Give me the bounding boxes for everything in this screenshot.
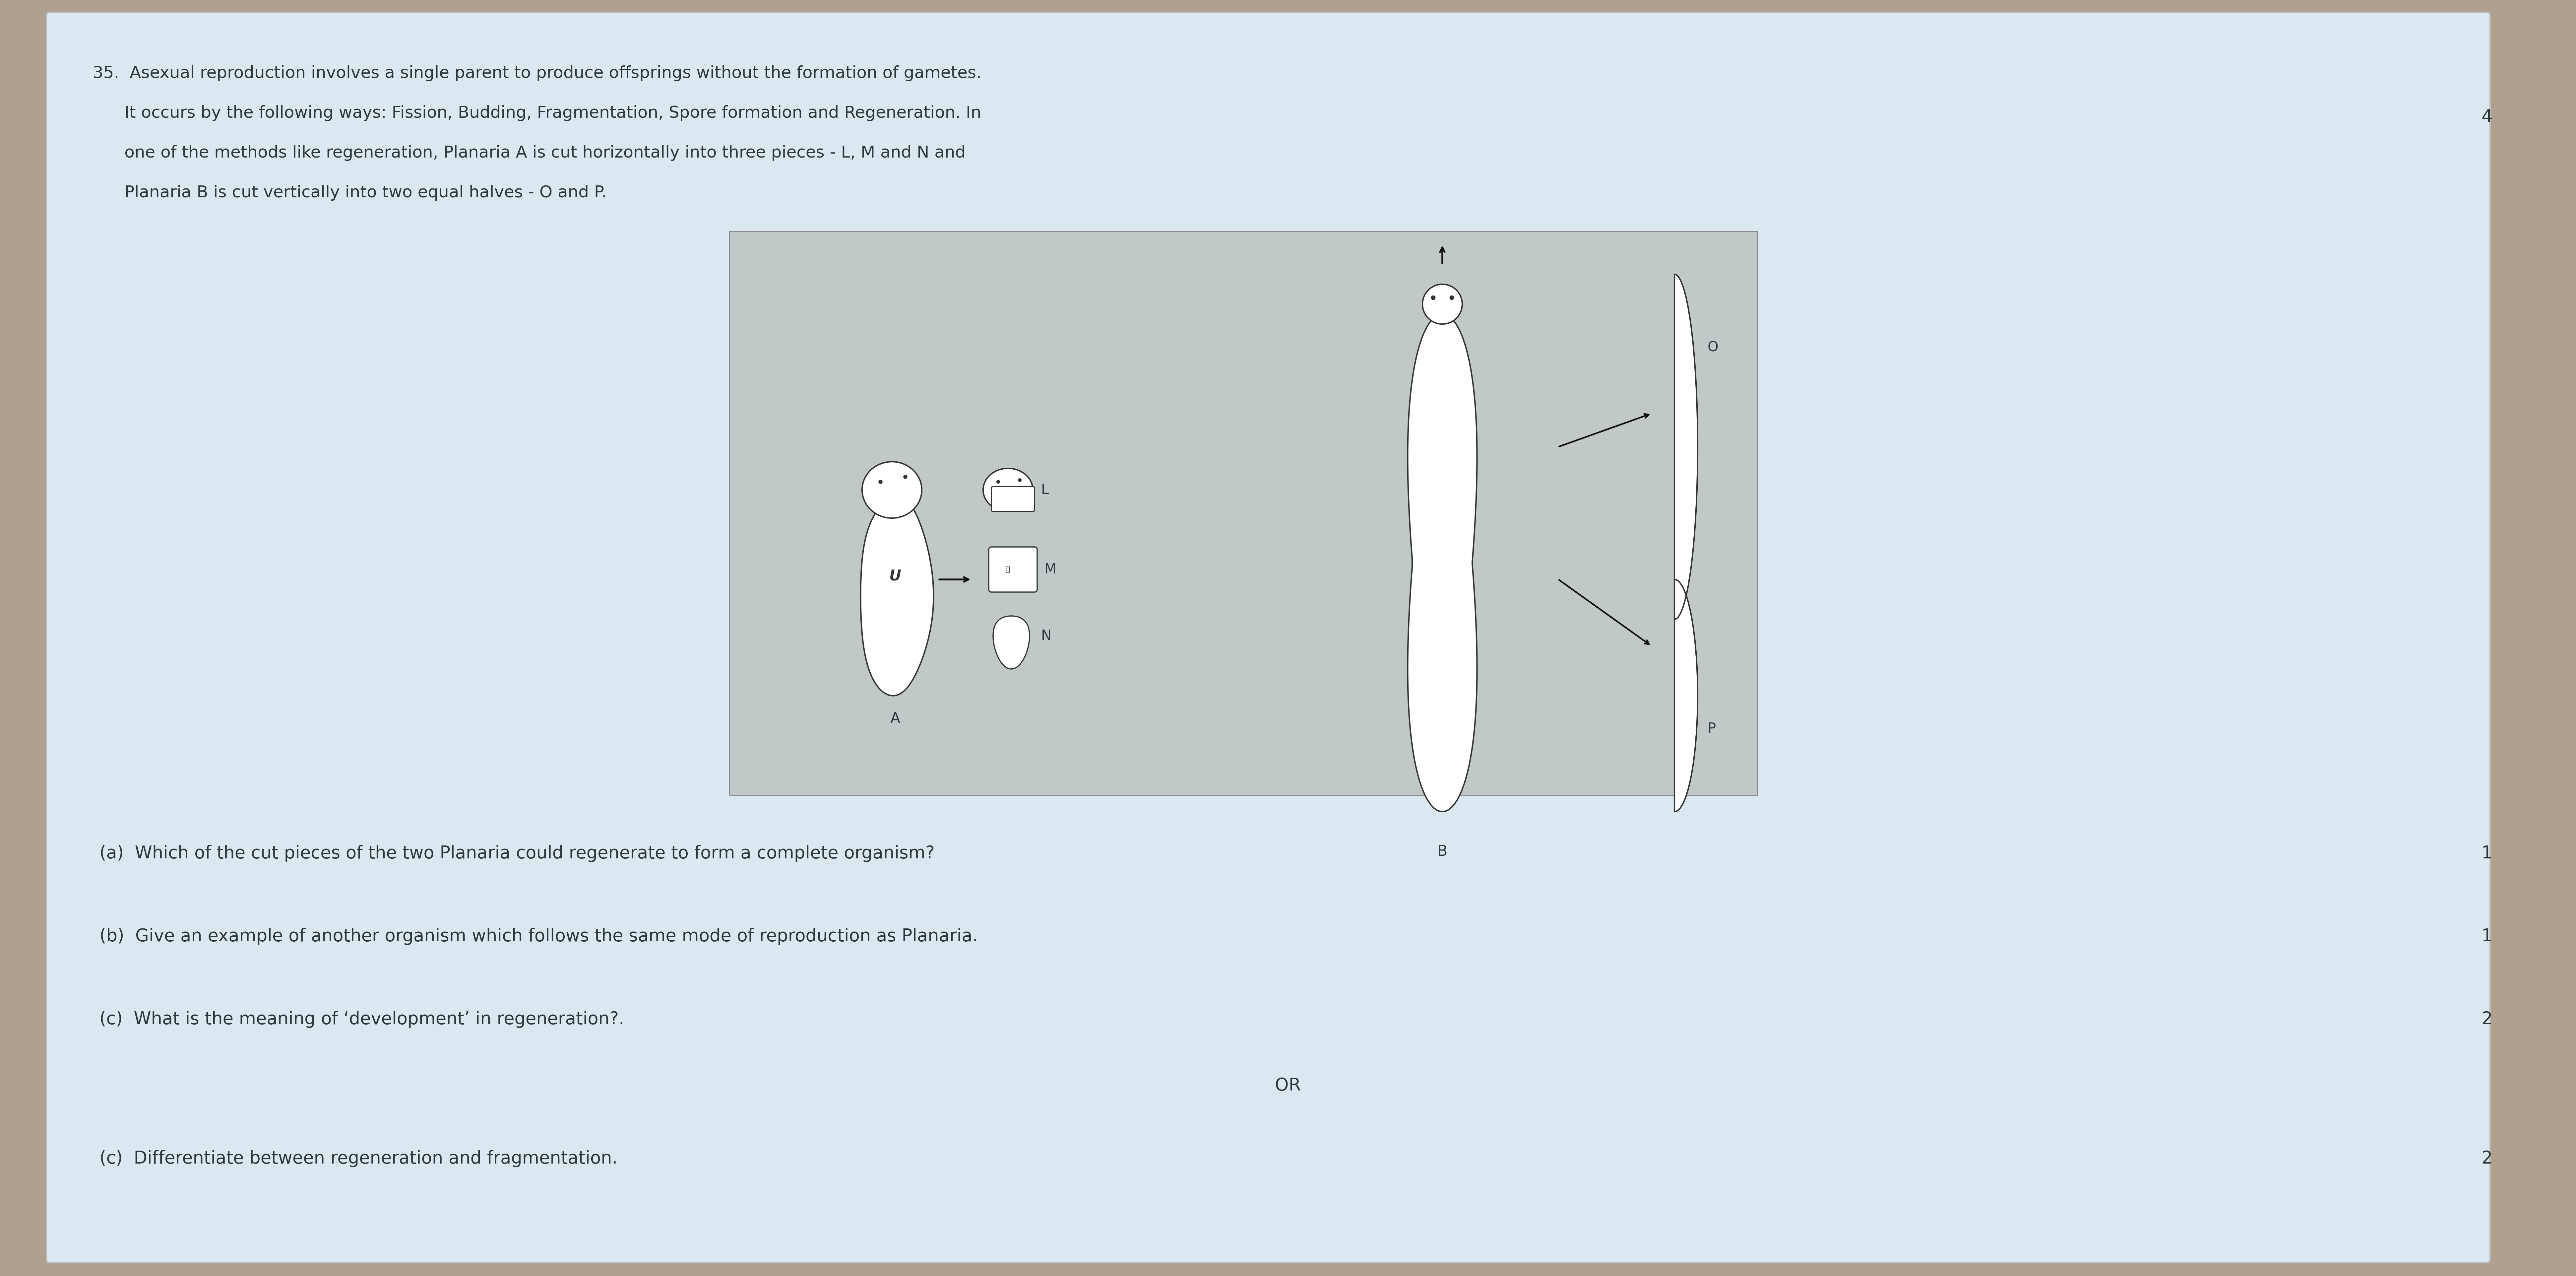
Text: It occurs by the following ways: Fission, Budding, Fragmentation, Spore formatio: It occurs by the following ways: Fission… <box>93 105 981 121</box>
Text: Planaria B is cut vertically into two equal halves - O and P.: Planaria B is cut vertically into two eq… <box>93 185 608 200</box>
Ellipse shape <box>984 468 1033 512</box>
Text: A: A <box>891 712 899 726</box>
Text: (b)  Give an example of another organism which follows the same mode of reproduc: (b) Give an example of another organism … <box>100 928 979 946</box>
Ellipse shape <box>1422 285 1463 324</box>
Text: OR: OR <box>1275 1077 1301 1095</box>
Polygon shape <box>860 496 933 695</box>
Polygon shape <box>1406 314 1476 812</box>
Text: (c)  Differentiate between regeneration and fragmentation.: (c) Differentiate between regeneration a… <box>100 1150 618 1168</box>
Text: U: U <box>889 569 902 583</box>
Text: (a)  Which of the cut pieces of the two Planaria could regenerate to form a comp: (a) Which of the cut pieces of the two P… <box>100 845 935 863</box>
Text: 1: 1 <box>2481 928 2494 946</box>
Text: 🔳: 🔳 <box>1005 567 1010 573</box>
Text: 2: 2 <box>2481 1150 2494 1168</box>
Text: 4: 4 <box>2481 108 2494 126</box>
Polygon shape <box>1674 274 1698 619</box>
Text: N: N <box>1041 629 1051 643</box>
Text: one of the methods like regeneration, Planaria A is cut horizontally into three : one of the methods like regeneration, Pl… <box>93 145 966 161</box>
FancyBboxPatch shape <box>992 486 1036 512</box>
Text: O: O <box>1708 341 1718 355</box>
Text: 35.  Asexual reproduction involves a single parent to produce offsprings without: 35. Asexual reproduction involves a sing… <box>93 65 981 82</box>
Text: M: M <box>1043 563 1056 577</box>
Text: (c)  What is the meaning of ‘development’ in regeneration?.: (c) What is the meaning of ‘development’… <box>100 1011 623 1028</box>
Text: P: P <box>1708 722 1716 736</box>
Text: L: L <box>1041 482 1048 496</box>
FancyBboxPatch shape <box>989 547 1038 592</box>
Text: 2: 2 <box>2481 1011 2494 1028</box>
Polygon shape <box>994 616 1030 669</box>
Polygon shape <box>1674 579 1698 812</box>
FancyBboxPatch shape <box>729 231 1757 795</box>
Ellipse shape <box>863 462 922 518</box>
Text: B: B <box>1437 845 1448 859</box>
FancyBboxPatch shape <box>46 13 2491 1263</box>
Text: 1: 1 <box>2481 845 2494 863</box>
